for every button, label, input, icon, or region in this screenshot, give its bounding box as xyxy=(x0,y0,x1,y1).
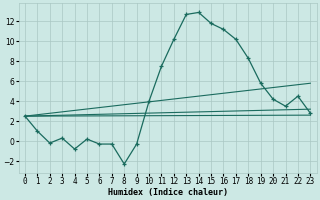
X-axis label: Humidex (Indice chaleur): Humidex (Indice chaleur) xyxy=(108,188,228,197)
